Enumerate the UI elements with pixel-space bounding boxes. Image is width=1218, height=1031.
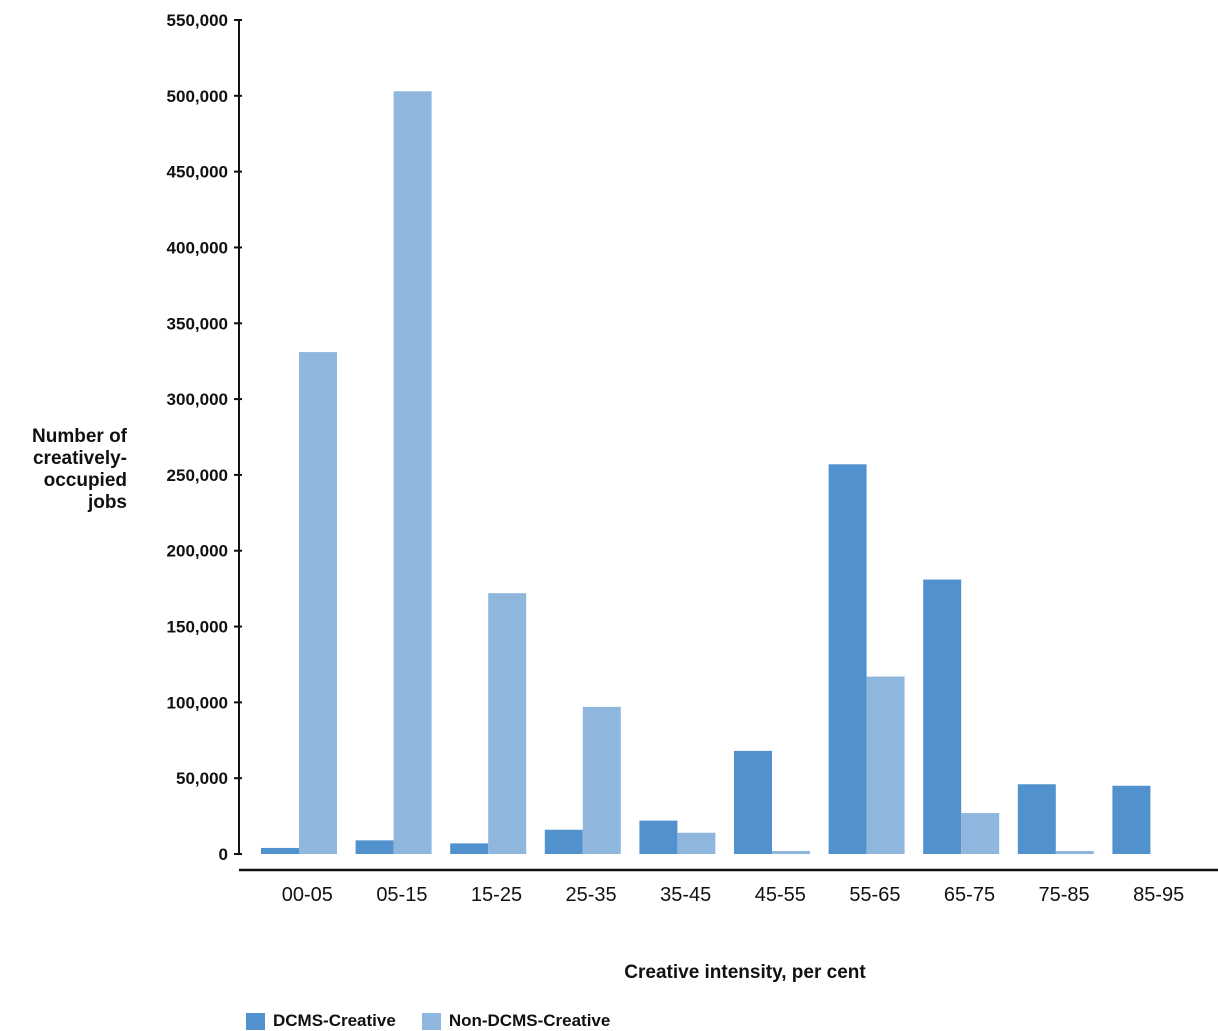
bar-dcms-creative-75-85 (1017, 784, 1056, 854)
legend-swatch-non-dcms-creative (421, 1012, 441, 1030)
bar-dcms-creative-55-65 (828, 464, 867, 854)
bar-dcms-creative-05-15 (355, 840, 394, 854)
y-axis: 0 50,000 100,000 150,000 200,000 250,000 300,0… (167, 11, 242, 864)
bar-dcms-creative-35-45 (639, 820, 678, 854)
x-tick-label: 05-15 (376, 884, 427, 906)
bar-non-dcms-creative-55-65 (866, 676, 905, 854)
bar-non-dcms-creative-05-15 (393, 91, 432, 854)
bar-non-dcms-creative-00-05 (299, 352, 337, 854)
x-tick-label: 25-35 (566, 884, 617, 906)
x-axis: 00-05 05-15 15-25 25-35 35-45 45-55 55-65 65-75… (239, 868, 1218, 906)
x-tick-label: 55-65 (849, 884, 900, 906)
bar-non-dcms-creative-35-45 (677, 832, 716, 854)
x-tick-label: 85-95 (1133, 884, 1184, 906)
legend-item-non-dcms-creative: Non-DCMS-Creative (421, 1011, 611, 1031)
y-tick-label: 0 (219, 845, 228, 864)
x-tick-label: 45-55 (755, 884, 806, 906)
y-tick-label: 300,000 (167, 390, 228, 409)
bar-non-dcms-creative-75-85 (1055, 850, 1094, 854)
legend-label-non-dcms-creative: Non-DCMS-Creative (448, 1011, 611, 1030)
y-tick-label: 50,000 (176, 769, 228, 788)
y-axis-title-line-4: jobs (87, 492, 127, 513)
y-tick-label: 150,000 (167, 618, 228, 637)
bar-dcms-creative-65-75 (923, 579, 962, 854)
y-axis-title: Number of creatively- occupied jobs (0, 426, 127, 514)
y-tick-label: 200,000 (167, 542, 228, 561)
legend: DCMS-Creative Non-DCMS-Creative (246, 1011, 636, 1031)
y-tick-label: 250,000 (167, 466, 228, 485)
x-tick-label: 65-75 (944, 884, 995, 906)
bar-non-dcms-creative-45-55 (772, 850, 810, 854)
y-tick-label: 500,000 (167, 87, 228, 106)
legend-swatch-dcms-creative (246, 1012, 265, 1030)
bar-non-dcms-creative-15-25 (488, 593, 527, 854)
y-axis-title-line-1: Number of (32, 426, 127, 447)
y-tick-label: 350,000 (167, 314, 228, 333)
bar-dcms-creative-25-35 (544, 829, 583, 854)
x-tick-label: 75-85 (1039, 884, 1090, 906)
y-tick-label: 550,000 (167, 11, 228, 30)
bar-non-dcms-creative-25-35 (582, 706, 621, 854)
y-axis-title-line-3: occupied (43, 470, 127, 491)
x-axis-title: Creative intensity, per cent (624, 962, 866, 983)
bars (261, 91, 1151, 854)
bar-dcms-creative-85-95 (1112, 785, 1151, 854)
y-tick-label: 100,000 (167, 693, 228, 712)
y-tick-label: 450,000 (167, 163, 228, 182)
bar-dcms-creative-15-25 (450, 843, 489, 854)
x-tick-label: 15-25 (471, 884, 522, 906)
legend-label-dcms-creative: DCMS-Creative (273, 1011, 396, 1030)
y-tick-label: 400,000 (167, 238, 228, 257)
x-tick-label: 35-45 (660, 884, 711, 906)
y-axis-title-line-2: creatively- (32, 448, 127, 469)
bar-dcms-creative-00-05 (261, 847, 299, 854)
bar-dcms-creative-45-55 (734, 750, 772, 854)
legend-item-dcms-creative: DCMS-Creative (246, 1011, 396, 1031)
x-tick-label: 00-05 (282, 884, 333, 906)
bar-non-dcms-creative-65-75 (961, 813, 1000, 854)
